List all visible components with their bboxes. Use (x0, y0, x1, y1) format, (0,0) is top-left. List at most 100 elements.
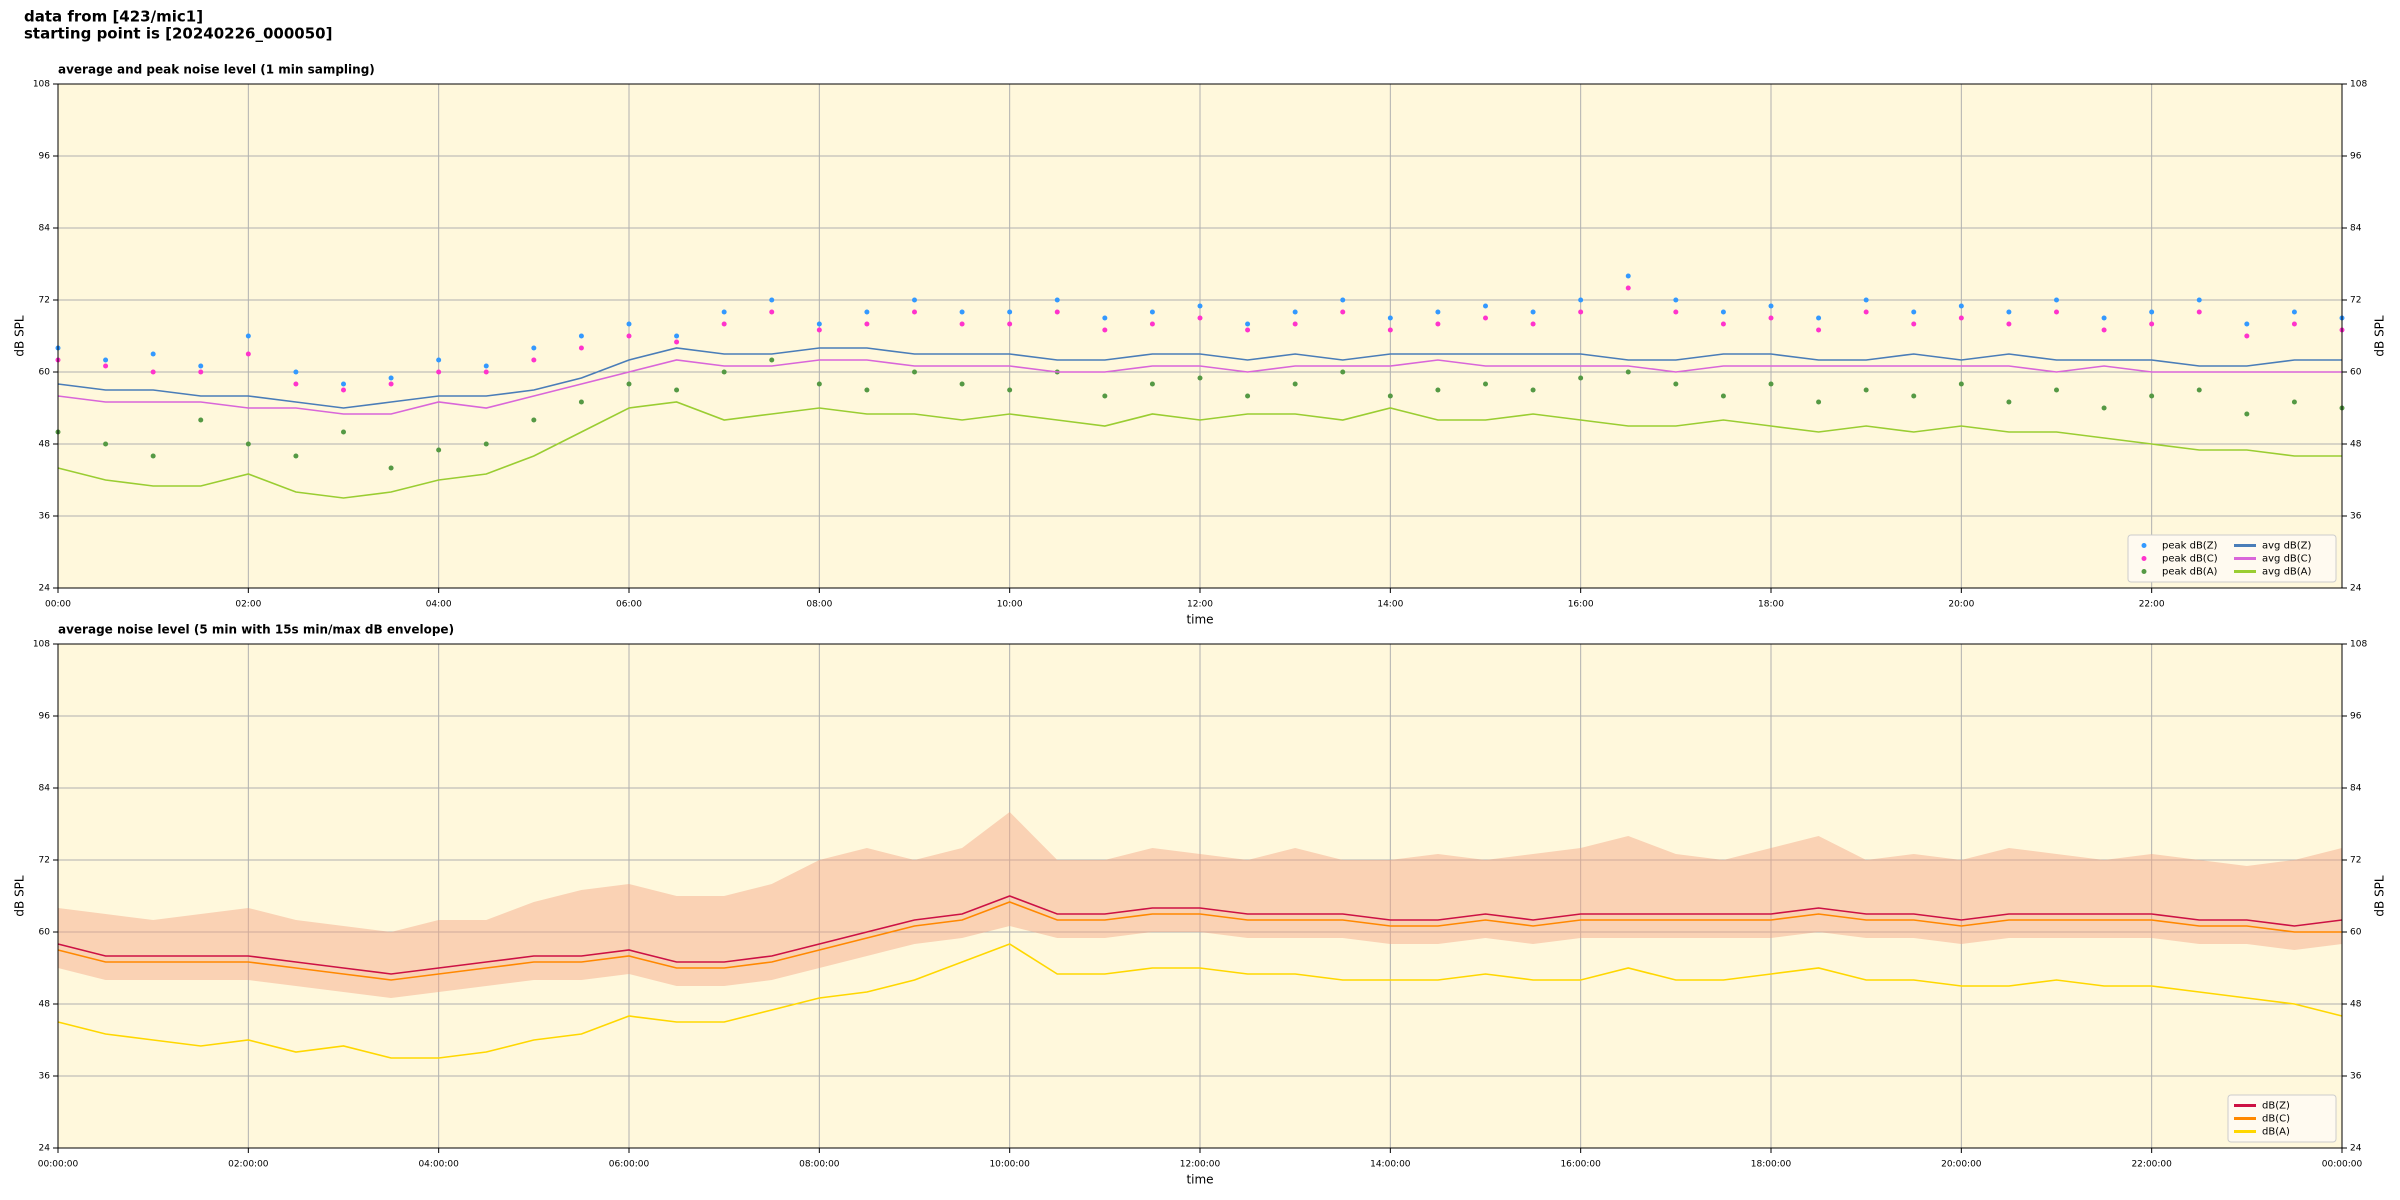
y2-tick-label: 96 (2350, 712, 2362, 722)
x-tick-label: 18:00:00 (1751, 1160, 1792, 1170)
peak-point (198, 417, 204, 423)
x-tick-label: 10:00:00 (989, 1160, 1030, 1170)
header-line: data from [423/mic1] (24, 8, 203, 26)
peak-point (2149, 321, 2155, 327)
peak-point (959, 381, 965, 387)
y-tick-label: 72 (39, 296, 50, 306)
legend-label: avg dB(A) (2262, 567, 2312, 578)
legend-label: dB(A) (2262, 1127, 2290, 1138)
peak-point (531, 417, 537, 423)
peak-point (2054, 309, 2059, 315)
y2-axis-label: dB SPL (2373, 875, 2387, 917)
peak-point (1530, 321, 1536, 327)
peak-point (1768, 315, 1774, 321)
x-tick-label: 00:00 (45, 600, 71, 610)
y-tick-label: 48 (39, 1000, 51, 1010)
peak-point (341, 387, 346, 393)
peak-point (531, 345, 537, 351)
x-tick-label: 12:00:00 (1180, 1160, 1221, 1170)
peak-point (1435, 321, 1441, 327)
peak-point (1816, 315, 1822, 321)
peak-point (626, 321, 632, 327)
peak-point (483, 441, 489, 447)
peak-point (150, 453, 156, 459)
peak-point (1958, 315, 1964, 321)
x-tick-label: 06:00:00 (609, 1160, 650, 1170)
peak-point (2006, 399, 2012, 405)
peak-point (2006, 309, 2012, 315)
legend-swatch (2141, 569, 2147, 574)
peak-point (103, 357, 109, 363)
peak-point (2149, 393, 2155, 399)
peak-point (2006, 321, 2012, 327)
y2-tick-label: 72 (2350, 296, 2361, 306)
peak-point (245, 351, 251, 357)
peak-point (1435, 387, 1441, 393)
peak-point (1673, 297, 1679, 303)
peak-point (912, 369, 917, 375)
peak-point (2244, 333, 2250, 339)
peak-point (1245, 393, 1251, 399)
y-tick-label: 48 (39, 440, 51, 450)
peak-point (531, 357, 537, 363)
peak-point (2196, 297, 2202, 303)
x-tick-label: 16:00:00 (1560, 1160, 1601, 1170)
peak-point (2196, 309, 2202, 315)
peak-point (2101, 315, 2107, 321)
peak-point (341, 381, 346, 387)
y2-tick-label: 48 (2350, 440, 2362, 450)
legend-label: avg dB(Z) (2262, 541, 2312, 552)
peak-point (769, 297, 775, 303)
peak-point (769, 357, 775, 363)
y2-axis-label: dB SPL (2373, 315, 2387, 357)
x-tick-label: 14:00:00 (1370, 1160, 1411, 1170)
x-axis-label: time (1186, 1173, 1213, 1187)
peak-point (1292, 309, 1298, 315)
peak-point (388, 381, 394, 387)
y-tick-label: 60 (39, 928, 51, 938)
peak-point (626, 333, 632, 339)
peak-point (864, 321, 870, 327)
peak-point (1530, 387, 1536, 393)
y2-tick-label: 24 (2350, 1144, 2362, 1154)
chart: average noise level (5 min with 15s min/… (13, 623, 2387, 1187)
peak-point (1102, 327, 1108, 333)
peak-point (1816, 327, 1822, 333)
peak-point (721, 309, 727, 315)
peak-point (341, 429, 346, 435)
x-tick-label: 20:00 (1948, 600, 1974, 610)
peak-point (578, 333, 584, 339)
peak-point (1768, 381, 1774, 387)
peak-point (626, 381, 632, 387)
series-line (57, 895, 2343, 975)
series-line (57, 401, 2342, 499)
peak-point (912, 297, 917, 303)
peak-point (1625, 273, 1631, 279)
peak-point (1292, 321, 1298, 327)
peak-point (578, 399, 584, 405)
peak-point (1768, 303, 1774, 309)
peak-point (198, 369, 204, 375)
peak-point (816, 321, 822, 327)
x-axis-label: time (1186, 613, 1213, 627)
peak-point (864, 387, 870, 393)
peak-point (1387, 315, 1393, 321)
peak-point (1245, 327, 1251, 333)
peak-point (2291, 321, 2297, 327)
peak-point (103, 441, 109, 447)
x-tick-label: 10:00 (997, 600, 1023, 610)
y-tick-label: 60 (39, 368, 51, 378)
legend-swatch (2141, 556, 2147, 561)
peak-point (1197, 303, 1203, 309)
peak-point (1007, 309, 1013, 315)
peak-point (1625, 369, 1631, 375)
y2-tick-label: 36 (2350, 512, 2362, 522)
y-tick-label: 84 (39, 784, 51, 794)
peak-point (1578, 375, 1584, 381)
chart-title: average and peak noise level (1 min samp… (58, 63, 375, 77)
legend-label: dB(Z) (2262, 1101, 2290, 1112)
x-tick-label: 00:00:00 (38, 1160, 79, 1170)
peak-point (2149, 309, 2155, 315)
peak-point (721, 321, 727, 327)
y-tick-label: 84 (39, 224, 51, 234)
